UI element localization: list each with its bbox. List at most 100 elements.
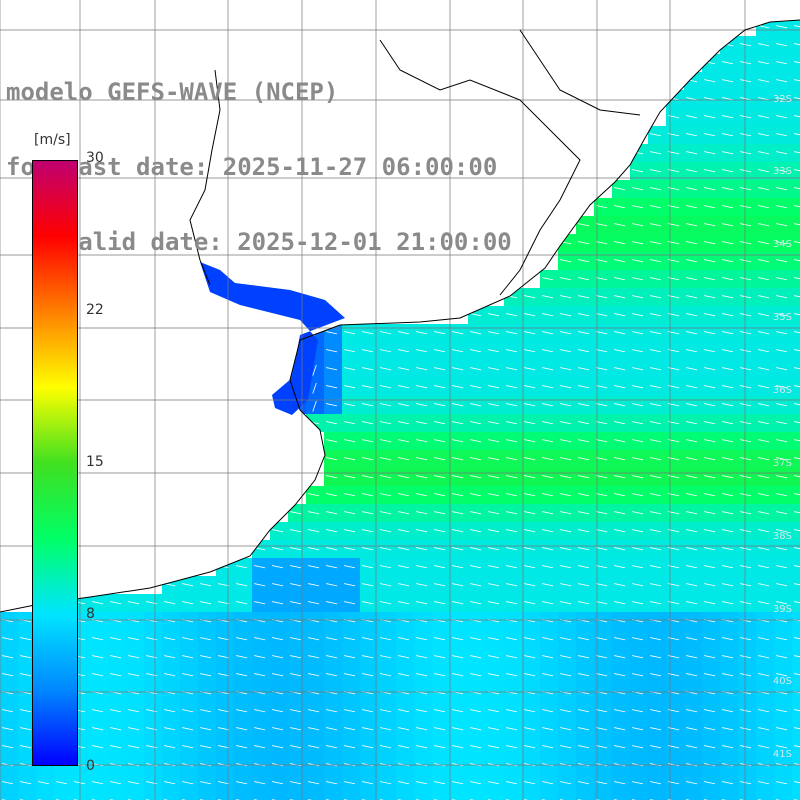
wind-arrow [470, 421, 482, 425]
wind-arrow [164, 673, 176, 677]
wind-arrow [56, 781, 68, 785]
wind-arrow [398, 421, 410, 425]
wind-arrow [110, 745, 122, 749]
wind-arrow [704, 223, 716, 227]
wind-arrow [740, 529, 752, 533]
wind-arrow [434, 565, 446, 569]
wind-arrow [506, 547, 518, 551]
wind-arrow [632, 439, 644, 443]
wind-arrow [308, 781, 320, 785]
wind-arrow [560, 565, 572, 569]
wind-arrow [452, 709, 464, 713]
wind-arrow [650, 277, 662, 281]
wind-arrow [578, 277, 590, 281]
wind-cell [756, 792, 774, 800]
wind-arrow [470, 565, 482, 569]
wind-arrow [740, 655, 752, 659]
wind-arrow [380, 385, 392, 389]
wind-arrow [326, 529, 338, 533]
wind-arrow [344, 439, 356, 443]
wind-cell [792, 414, 800, 432]
wind-arrow [470, 673, 482, 677]
wind-arrow [758, 151, 770, 155]
wind-arrow [110, 637, 122, 641]
wind-arrow [578, 349, 590, 353]
wind-arrow [380, 403, 392, 407]
wind-arrow [128, 781, 140, 785]
wind-arrow [650, 601, 662, 605]
wind-arrow [326, 457, 338, 461]
wind-arrow [434, 421, 446, 425]
wind-arrow [272, 673, 284, 677]
wind-arrow [218, 727, 230, 731]
wind-arrow [758, 241, 770, 245]
coastline-path [0, 19, 800, 613]
wind-arrow [650, 565, 662, 569]
wind-cell [288, 792, 306, 800]
wind-arrow [632, 241, 644, 245]
wind-arrow [632, 709, 644, 713]
wind-arrow [380, 349, 392, 353]
wind-arrow [200, 745, 212, 749]
wind-arrow [758, 745, 770, 749]
wind-arrow [362, 583, 374, 587]
wind-arrow [560, 583, 572, 587]
wind-arrow [398, 349, 410, 353]
wind-arrow [452, 439, 464, 443]
wind-arrow [344, 601, 356, 605]
wind-arrow [758, 709, 770, 713]
wind-arrow [650, 439, 662, 443]
lat-label: 32S [772, 94, 792, 105]
wind-arrow [110, 601, 122, 605]
wind-arrow [632, 493, 644, 497]
wind-arrow [542, 277, 554, 281]
wind-arrow [722, 115, 734, 119]
wind-arrow [20, 745, 32, 749]
wind-arrow [650, 655, 662, 659]
wind-arrow [452, 673, 464, 677]
wind-arrow [578, 601, 590, 605]
wind-arrow [434, 781, 446, 785]
wind-arrow [776, 475, 788, 479]
wind-arrow [452, 529, 464, 533]
wind-arrow [506, 493, 518, 497]
wind-arrow [344, 547, 356, 551]
wind-arrow [578, 331, 590, 335]
colorbar-tick-15: 15 [86, 454, 104, 470]
wind-arrow [686, 115, 698, 119]
wind-arrow [704, 673, 716, 677]
wind-arrow [362, 637, 374, 641]
land-area [0, 0, 800, 612]
wind-arrow [362, 673, 374, 677]
wind-arrow [254, 637, 266, 641]
wind-arrow [452, 601, 464, 605]
wind-arrow [722, 655, 734, 659]
wind-arrow [488, 709, 500, 713]
wind-arrow [200, 709, 212, 713]
wind-arrow [596, 655, 608, 659]
wind-cell [792, 630, 800, 648]
state-border [519, 29, 641, 116]
wind-arrow [704, 133, 716, 137]
wind-arrow [758, 529, 770, 533]
wind-arrow [236, 655, 248, 659]
wind-arrow [776, 169, 788, 173]
wind-cell [792, 234, 800, 252]
wind-arrow [686, 547, 698, 551]
wind-arrow [578, 637, 590, 641]
wind-arrow [722, 169, 734, 173]
wind-arrow [686, 745, 698, 749]
wind-arrow [704, 421, 716, 425]
wind-arrow [182, 655, 194, 659]
wind-arrow [380, 565, 392, 569]
wind-arrow [182, 727, 194, 731]
wind-arrow [236, 709, 248, 713]
wind-arrow [758, 547, 770, 551]
wind-arrow [344, 367, 356, 371]
wind-arrow [308, 709, 320, 713]
wind-arrow [452, 349, 464, 353]
wind-arrow [722, 349, 734, 353]
wind-arrow [560, 511, 572, 515]
wind-cell [792, 612, 800, 630]
